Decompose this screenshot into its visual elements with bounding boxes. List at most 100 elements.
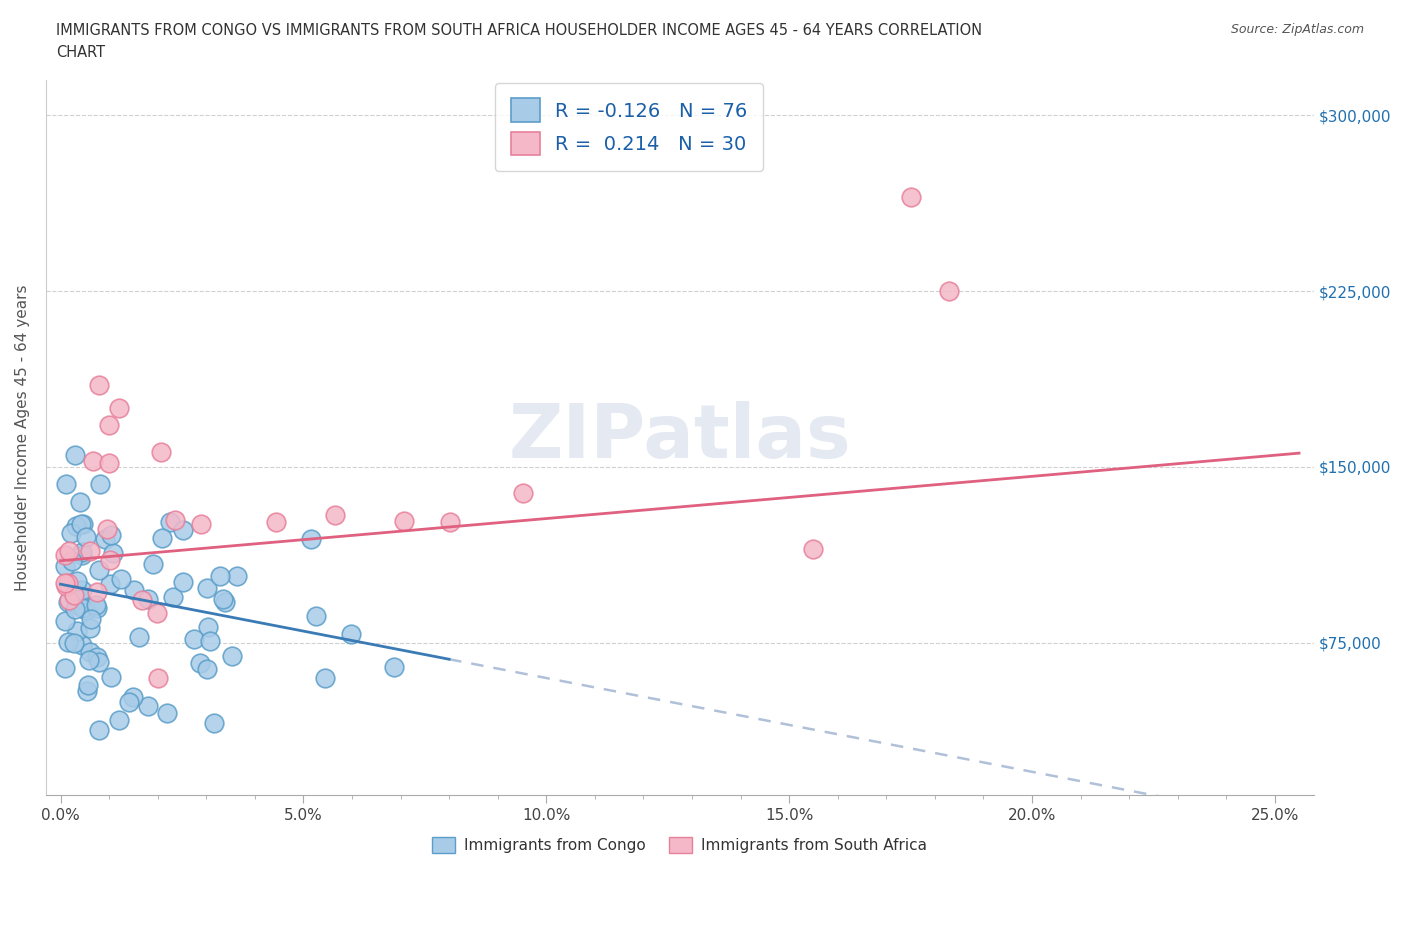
Point: [89, 655, 111, 670]
Point: [183, 631, 205, 646]
Point: [173, 575, 195, 590]
Point: [76, 678, 98, 693]
Point: [122, 689, 145, 704]
Point: [55, 660, 77, 675]
Point: [299, 532, 322, 547]
Point: [150, 531, 173, 546]
Point: [69, 495, 91, 510]
Point: [142, 556, 165, 571]
Point: [70, 582, 93, 597]
Point: [55, 576, 77, 591]
Point: [225, 569, 247, 584]
Point: [56, 634, 79, 649]
Point: [87, 562, 110, 577]
Text: ZIPatlas: ZIPatlas: [509, 401, 851, 474]
Point: [512, 485, 534, 500]
Legend: Immigrants from Congo, Immigrants from South Africa: Immigrants from Congo, Immigrants from S…: [426, 830, 934, 859]
Point: [55, 548, 77, 563]
Text: Source: ZipAtlas.com: Source: ZipAtlas.com: [1230, 23, 1364, 36]
Point: [79, 620, 101, 635]
Point: [72, 601, 94, 616]
Point: [100, 670, 122, 684]
Point: [131, 592, 153, 607]
Text: CHART: CHART: [56, 45, 105, 60]
Point: [98, 552, 121, 567]
Point: [122, 582, 145, 597]
Point: [65, 602, 87, 617]
Point: [197, 619, 219, 634]
Point: [89, 378, 111, 392]
Point: [323, 507, 346, 522]
Y-axis label: Householder Income Ages 45 - 64 years: Householder Income Ages 45 - 64 years: [15, 285, 30, 591]
Point: [55, 578, 77, 593]
Point: [69, 587, 91, 602]
Point: [101, 545, 124, 560]
Point: [70, 544, 93, 559]
Point: [159, 515, 181, 530]
Point: [117, 695, 139, 710]
Point: [190, 516, 212, 531]
Point: [266, 514, 288, 529]
Point: [86, 585, 108, 600]
Point: [79, 544, 101, 559]
Point: [79, 645, 101, 660]
Point: [98, 418, 121, 432]
Point: [136, 591, 159, 606]
Point: [221, 649, 243, 664]
Point: [163, 513, 186, 528]
Point: [195, 580, 218, 595]
Point: [340, 626, 363, 641]
Point: [86, 649, 108, 664]
Point: [314, 671, 336, 685]
Point: [89, 722, 111, 737]
Point: [60, 553, 83, 568]
Point: [75, 603, 97, 618]
Point: [197, 662, 219, 677]
Point: [803, 541, 825, 556]
Point: [66, 597, 89, 612]
Point: [209, 568, 232, 583]
Point: [96, 522, 118, 537]
Point: [156, 706, 179, 721]
Point: [94, 532, 117, 547]
Point: [82, 454, 104, 469]
Point: [56, 576, 79, 591]
Point: [59, 525, 82, 540]
Text: IMMIGRANTS FROM CONGO VS IMMIGRANTS FROM SOUTH AFRICA HOUSEHOLDER INCOME AGES 45: IMMIGRANTS FROM CONGO VS IMMIGRANTS FROM…: [56, 23, 983, 38]
Point: [77, 653, 100, 668]
Point: [188, 655, 211, 670]
Point: [55, 558, 77, 573]
Point: [211, 591, 233, 606]
Point: [58, 543, 80, 558]
Point: [58, 592, 80, 607]
Point: [146, 671, 169, 685]
Point: [110, 572, 132, 587]
Point: [128, 630, 150, 644]
Point: [63, 448, 86, 463]
Point: [58, 594, 80, 609]
Point: [80, 611, 103, 626]
Point: [938, 284, 960, 299]
Point: [62, 588, 84, 603]
Point: [145, 606, 167, 621]
Point: [108, 401, 131, 416]
Point: [98, 577, 121, 591]
Point: [72, 516, 94, 531]
Point: [439, 514, 461, 529]
Point: [172, 522, 194, 537]
Point: [162, 589, 184, 604]
Point: [100, 527, 122, 542]
Point: [63, 635, 86, 650]
Point: [149, 445, 172, 459]
Point: [86, 601, 108, 616]
Point: [97, 456, 120, 471]
Point: [65, 519, 87, 534]
Point: [86, 598, 108, 613]
Point: [382, 659, 405, 674]
Point: [76, 684, 98, 698]
Point: [55, 477, 77, 492]
Point: [66, 623, 89, 638]
Point: [202, 716, 225, 731]
Point: [392, 513, 415, 528]
Point: [55, 613, 77, 628]
